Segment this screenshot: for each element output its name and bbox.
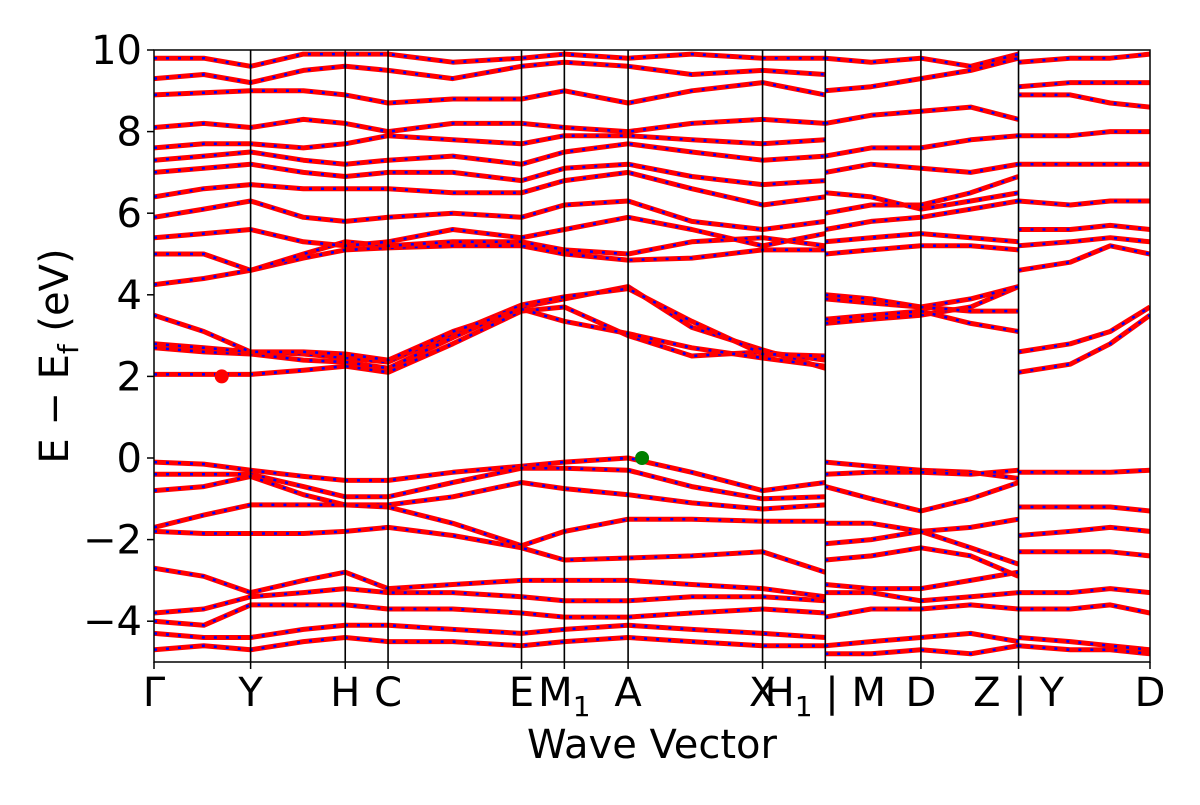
band-dots (1018, 244, 1150, 272)
markers-layer (214, 369, 650, 465)
x-tick-label: H (330, 670, 360, 716)
band-dots (1018, 305, 1150, 354)
band-line (154, 602, 826, 628)
band-dots (1018, 81, 1150, 88)
band-dots (1018, 224, 1150, 231)
band-dots (1018, 236, 1150, 248)
x-tick-label: H1 | M (765, 670, 886, 723)
kpoint-lines-layer (249, 50, 1020, 662)
x-tick-label: M1 (538, 670, 590, 723)
band-dots (1018, 199, 1150, 207)
band-line (1018, 549, 1150, 559)
band-line (1018, 467, 1150, 475)
band-line (824, 133, 1019, 159)
y-axis-label: E − Ef (eV) (32, 248, 85, 463)
band-line (1018, 222, 1150, 232)
band-line (154, 161, 826, 188)
band-dots (1018, 636, 1150, 652)
band-line (1018, 129, 1150, 139)
y-tick-label: 2 (117, 354, 142, 400)
x-tick-label: D (1135, 670, 1166, 716)
band-dots (1018, 587, 1150, 594)
band-line (824, 480, 1020, 514)
x-tick-label: E (509, 670, 534, 716)
band-line (1018, 243, 1150, 273)
band-dots (1018, 52, 1150, 64)
band-line (825, 630, 1019, 649)
band-dots (1018, 644, 1150, 656)
band-line (1018, 51, 1150, 65)
band-line (1018, 602, 1150, 616)
x-tick-label: A (614, 670, 642, 716)
band-line (1018, 313, 1150, 375)
x-tick-label: Y (237, 670, 263, 716)
band-dots (1018, 130, 1150, 137)
y-tick-label: 4 (117, 273, 142, 319)
band-dots (154, 307, 826, 368)
y-tick-label: 10 (91, 28, 142, 74)
y-ticks-layer: −4 −2 0 2 4 6 8 10 (83, 28, 154, 645)
band-line (154, 243, 826, 288)
plot-frame (153, 49, 1151, 663)
band-extremum-marker (214, 369, 229, 384)
band-dots (1018, 603, 1150, 615)
band-extremum-marker (635, 451, 650, 465)
x-tick-label: D (906, 670, 937, 716)
y-tick-label: −4 (83, 599, 142, 645)
band-dots (1018, 526, 1150, 537)
band-line (1018, 235, 1150, 249)
band-dots (1018, 314, 1150, 374)
band-line (1018, 504, 1150, 514)
band-line (1018, 524, 1150, 538)
y-tick-label: 6 (117, 191, 142, 237)
y-tick-label: −2 (83, 518, 142, 564)
band-line (825, 569, 1019, 592)
band-dots (1018, 468, 1150, 474)
band-dots (1018, 505, 1150, 513)
band-dots (154, 603, 826, 627)
band-line (824, 602, 1019, 620)
x-axis-label: Wave Vector (527, 722, 778, 768)
x-tick-label: Z | Y (973, 670, 1064, 716)
y-tick-label: 0 (117, 436, 142, 482)
x-tick-label: C (374, 670, 402, 716)
x-tick-label: X (749, 670, 776, 716)
band-line (824, 104, 1020, 126)
band-line (1018, 198, 1150, 208)
band-line (154, 465, 826, 502)
band-line (1018, 92, 1150, 110)
band-line (1018, 586, 1150, 596)
band-dots (154, 244, 826, 286)
band-dots (1018, 93, 1150, 109)
x-ticks-layer: Γ Y H C E M1 A XH1 | M D Z | Y D (143, 662, 1166, 723)
band-dots (1018, 550, 1150, 558)
band-line (154, 198, 826, 232)
bands-layer (154, 51, 1150, 657)
band-line (1018, 80, 1150, 90)
x-tick-label: Γ (143, 670, 166, 716)
band-line (154, 116, 826, 135)
y-tick-label: 8 (117, 110, 142, 156)
